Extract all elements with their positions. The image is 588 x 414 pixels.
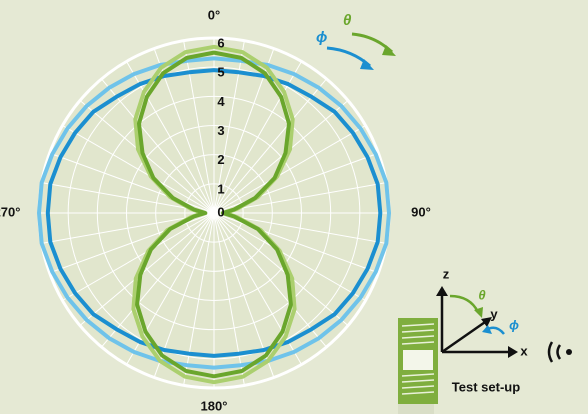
y-label: y (490, 306, 498, 321)
polar-grid (37, 36, 391, 390)
theta-tick-label: 90° (411, 204, 431, 219)
series-line (45, 68, 383, 358)
legend: θ ϕ (316, 12, 396, 70)
setup-title: Test set-up (452, 379, 520, 394)
grid-ring (155, 154, 273, 272)
axes (440, 292, 512, 354)
theta-legend: θ (343, 12, 352, 29)
grid-ring (184, 183, 244, 243)
theta-tick-label: 0° (208, 7, 220, 22)
theta-tick-label: 270° (0, 204, 20, 219)
grid-ring (96, 95, 332, 331)
phi-legend: ϕ (316, 29, 327, 46)
signal-icon (547, 341, 562, 363)
r-tick-label: 1 (217, 181, 224, 196)
phi-arrow-head (360, 59, 374, 70)
theta-label: θ (478, 287, 485, 302)
r-tick-label: 2 (217, 152, 224, 167)
theta-tick-label: 180° (201, 398, 228, 413)
tick-labels: 0 1 2 3 4 5 6 0° 90° 180° 270° (0, 7, 431, 413)
z-label: z (443, 266, 450, 281)
r-tick-label: 6 (217, 35, 224, 50)
theta-arrow-head (382, 45, 396, 56)
series-line (37, 56, 391, 370)
device-stripes (401, 323, 435, 395)
plot-area (37, 44, 391, 385)
test-setup: z y x θ ϕ Test set-up (398, 266, 572, 414)
r-tick-label: 3 (217, 123, 224, 138)
r-tick-label: 0 (217, 204, 224, 219)
grid-ring (67, 66, 361, 360)
series-line (135, 50, 293, 379)
x-label: x (520, 343, 528, 358)
r-tick-label: 5 (217, 65, 224, 80)
device-label (403, 350, 433, 370)
r-tick-label: 4 (217, 94, 225, 109)
phi-label: ϕ (509, 317, 519, 332)
grid-ring (126, 125, 302, 301)
